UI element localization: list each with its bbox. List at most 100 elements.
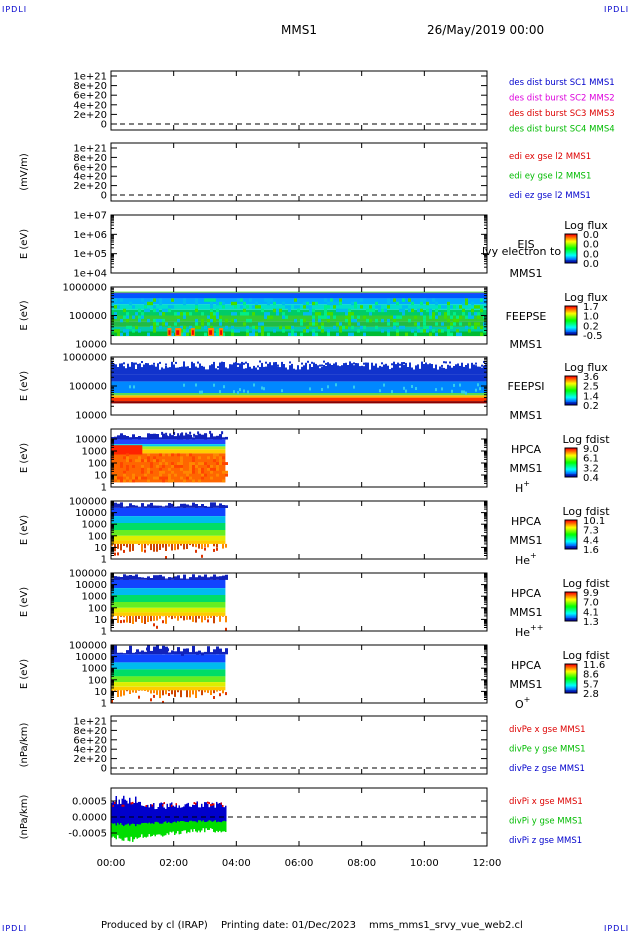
heatmap-cell [162, 620, 164, 624]
heatmap-cell [324, 298, 327, 302]
heatmap-cell [129, 459, 132, 463]
heatmap-cell [207, 577, 210, 580]
heatmap-cell [153, 322, 156, 326]
heatmap-cell [129, 645, 132, 655]
colorbar-segment [565, 619, 577, 621]
heatmap-cell [327, 318, 330, 323]
heatmap-cell [171, 470, 174, 474]
heatmap-cell [456, 332, 459, 336]
heatmap-cell [132, 575, 135, 580]
heatmap-cell [123, 543, 125, 546]
heatmap-cell [177, 312, 180, 316]
heatmap-cell [204, 547, 206, 551]
heatmap-cell [309, 322, 312, 326]
heatmap-cell [354, 301, 357, 306]
noise-sample [160, 817, 162, 836]
heatmap-cell [192, 690, 194, 695]
heatmap-cell [165, 556, 167, 559]
heatmap-cell [138, 543, 140, 545]
colorbar-segment [565, 687, 577, 689]
heatmap-cell [165, 308, 168, 313]
heatmap-cell [186, 578, 189, 580]
heatmap-band [111, 686, 226, 691]
x-tick-label: 06:00 [285, 858, 314, 869]
colorbar-segment [565, 382, 577, 385]
colorbar-segment [565, 674, 577, 676]
noise-sample [219, 803, 221, 822]
y-tick-label-hpca_o: 10000 [75, 652, 107, 663]
heatmap-cell [375, 325, 378, 330]
colorbar-segment [565, 237, 577, 240]
heatmap-cell [147, 467, 150, 471]
heatmap-cell [415, 387, 417, 390]
heatmap-cell [180, 467, 183, 471]
y-tick-label-divpi: 0.0000 [72, 813, 107, 824]
heatmap-cell [252, 332, 255, 336]
noise-sample [163, 802, 165, 805]
heatmap-cell [441, 367, 443, 375]
heatmap-cell [301, 362, 303, 365]
heatmap-cell [359, 366, 361, 375]
colorbar-segment [565, 377, 577, 380]
heatmap-cell [135, 369, 137, 375]
heatmap-cell [174, 543, 176, 551]
heatmap-cell [195, 543, 197, 548]
heatmap-cell [227, 368, 229, 375]
heatmap-cell [213, 315, 216, 319]
heatmap-band [111, 315, 487, 322]
heatmap-cell [285, 367, 287, 375]
heatmap-cell [156, 434, 159, 440]
heatmap-cell [465, 301, 468, 306]
heatmap-cell [477, 322, 480, 326]
heatmap-cell [259, 367, 261, 375]
heatmap-cell [369, 369, 371, 375]
heatmap-cell [183, 363, 185, 375]
heatmap-cell [167, 367, 169, 375]
heatmap-cell [369, 305, 372, 309]
heatmap-cell [144, 305, 147, 309]
heatmap-cell [249, 332, 252, 336]
legend-entry-des_dist: des dist burst SC1 MMS1 [509, 78, 615, 88]
noise-sample [222, 813, 224, 832]
noise-sample [171, 804, 173, 807]
heatmap-cell [177, 367, 179, 375]
colorbar-segment [565, 545, 577, 547]
heatmap-cell [207, 690, 209, 693]
heatmap-cell [186, 470, 189, 474]
heatmap-cell [135, 505, 138, 508]
heatmap-cell [426, 329, 429, 333]
heatmap-cell [471, 308, 474, 313]
legend-entry-divpi: divPi x gse MMS1 [509, 797, 583, 807]
heatmap-cell [117, 305, 120, 309]
y-tick-label-divpe: 8e+20 [73, 726, 107, 737]
heatmap-cell [192, 456, 195, 460]
colorbar-segment [565, 261, 577, 263]
heatmap-cell [150, 543, 152, 551]
noise-sample [204, 812, 206, 833]
heatmap-cell [147, 433, 150, 440]
heatmap-cell [420, 329, 423, 333]
heatmap-cell [225, 325, 228, 330]
heatmap-cell [117, 476, 120, 480]
heatmap-cell [379, 389, 381, 393]
heatmap-cell [213, 453, 216, 457]
heatmap-cell [114, 645, 117, 655]
colorbar-segment [565, 459, 577, 461]
heatmap-cell [156, 575, 159, 580]
heatmap-cell [324, 308, 327, 313]
heatmap-cell [120, 615, 122, 617]
colorbar-segment [565, 257, 577, 259]
heatmap-cell [153, 318, 156, 323]
heatmap-cell [429, 315, 432, 319]
heatmap-cell [153, 298, 156, 302]
heatmap-cell [195, 308, 198, 313]
heatmap-cell [168, 453, 171, 457]
colorbar-segment [565, 243, 577, 246]
heatmap-cell [144, 549, 146, 553]
noise-sample [181, 807, 183, 821]
y-tick-label-divpe: 1e+21 [73, 717, 107, 728]
heatmap-cell [114, 552, 116, 556]
heatmap-cell [159, 325, 162, 330]
heatmap-cell [120, 577, 123, 580]
heatmap-cell [423, 364, 425, 375]
